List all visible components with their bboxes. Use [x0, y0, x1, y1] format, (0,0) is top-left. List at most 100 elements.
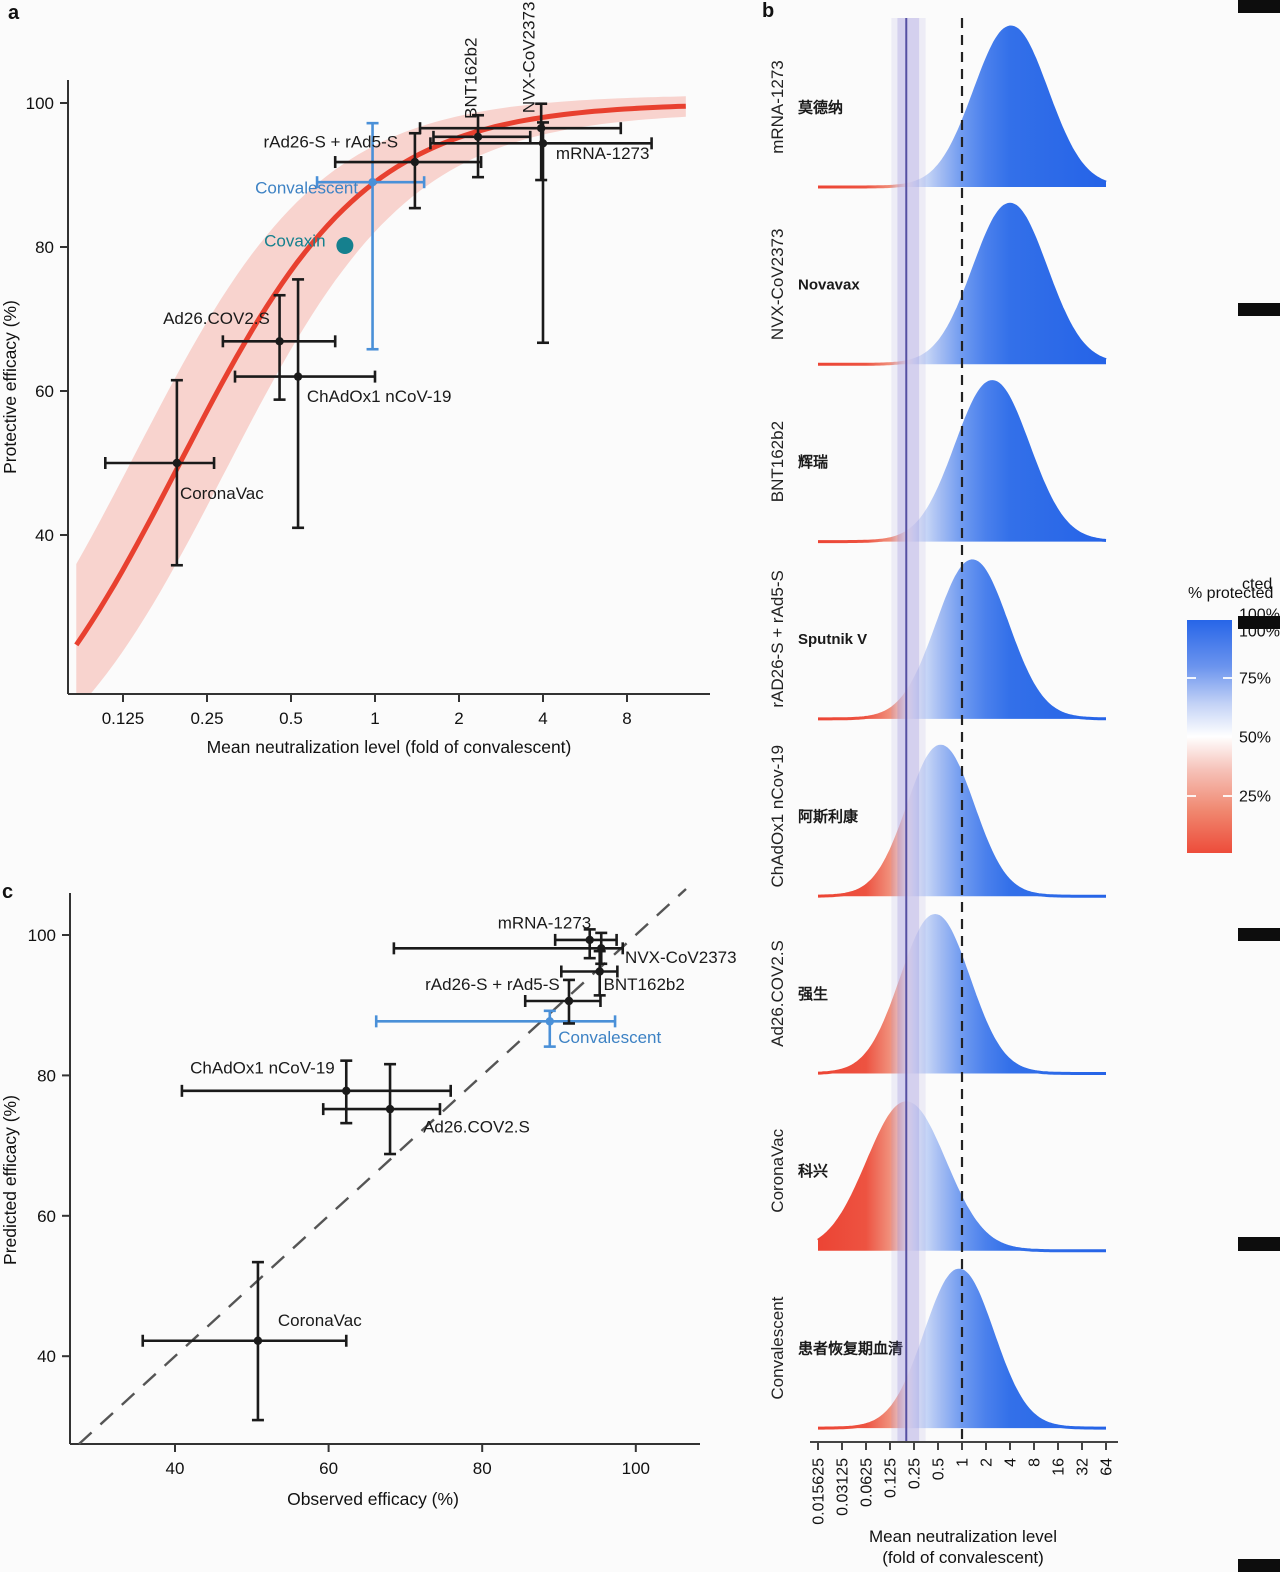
- x-tick-c-100: 100: [622, 1459, 650, 1478]
- redaction-bar-4: [1238, 1237, 1280, 1251]
- redaction-bar-5: [1238, 1559, 1280, 1572]
- point-rad26-s-rad5-s-c: rAd26-S + rAd5-S: [425, 975, 602, 1025]
- point-chadox1-ncov-19-c: ChAdOx1 nCoV-19: [180, 1058, 453, 1125]
- legend-tick-2: 75%: [1239, 671, 1271, 688]
- redaction-bar-1: [1238, 303, 1280, 316]
- row-label-zh-rad26-s-rad5-s: Sputnik V: [798, 631, 867, 648]
- ridge-chadox1-ncov-19: ChAdOx1 nCov-19 阿斯利康: [768, 744, 1106, 898]
- ridge-area-mrna-1273: [818, 27, 1106, 187]
- x-tick-c-40: 40: [166, 1459, 185, 1478]
- marker-coronavac: [172, 458, 182, 468]
- label-rad26-s-rad5-s: rAd26-S + rAd5-S: [263, 133, 398, 152]
- redaction-bar-0: [1238, 0, 1280, 13]
- label-convalescent: Convalescent: [255, 179, 358, 198]
- marker-rad26-s-rad5-s: [410, 157, 420, 167]
- y-tick-a-40: 40: [35, 526, 54, 545]
- y-axis-title-a: Protective efficacy (%): [0, 300, 20, 474]
- x-axis-title-a: Mean neutralization level (fold of conva…: [207, 737, 572, 757]
- x-tick-b-2: 2: [979, 1458, 996, 1467]
- row-label-zh-convalescent: 患者恢复期血清: [798, 1339, 903, 1357]
- point-mrna-1273-a: mRNA-1273: [429, 121, 653, 345]
- point-ad26-cov2-s-c: Ad26.COV2.S: [321, 1062, 530, 1156]
- point-bnt162b2-a: BNT162b2: [432, 38, 532, 179]
- ridge-area-coronavac: [818, 1102, 1106, 1251]
- row-label-zh-mrna-1273: 莫德纳: [798, 98, 843, 116]
- x-tick-b-32: 32: [1075, 1458, 1092, 1476]
- marker-bnt162b2: [595, 967, 604, 976]
- point-mrna-1273-c: mRNA-1273: [498, 914, 618, 960]
- y-tick-c-40: 40: [37, 1347, 56, 1366]
- marker-nvx-cov2373: [597, 944, 606, 953]
- point-nvx-cov2373-a: NVX-CoV2373: [418, 2, 623, 182]
- label-coronavac: CoronaVac: [180, 484, 264, 503]
- legend-tick-4: 25%: [1239, 789, 1271, 806]
- x-tick-b-0.25: 0.25: [907, 1458, 924, 1489]
- identity-line: [78, 888, 687, 1445]
- label-rad26-s-rad5-s: rAd26-S + rAd5-S: [425, 975, 560, 994]
- x-tick-b-0.0625: 0.0625: [859, 1458, 876, 1507]
- point-ad26-cov2-s-a: Ad26.COV2.S: [163, 293, 337, 401]
- row-label-zh-nvx-cov2373: Novavax: [798, 277, 860, 294]
- x-tick-a-0.25: 0.25: [190, 709, 223, 728]
- row-label-coronavac: CoronaVac: [768, 1128, 787, 1212]
- point-chadox1-ncov-19-a: ChAdOx1 nCoV-19: [233, 278, 451, 530]
- x-tick-b-0.03125: 0.03125: [835, 1458, 852, 1516]
- row-label-mrna-1273: mRNA-1273: [768, 60, 787, 154]
- x-tick-b-1: 1: [955, 1458, 972, 1467]
- label-convalescent: Convalescent: [558, 1028, 661, 1047]
- legend-title-echo: cted: [1242, 576, 1272, 593]
- row-label-ad26-cov2-s: Ad26.COV2.S: [768, 940, 787, 1047]
- row-label-bnt162b2: BNT162b2: [768, 421, 787, 502]
- x-tick-a-0.5: 0.5: [279, 709, 303, 728]
- row-label-rad26-s-rad5-s: rAD26-S + rAd5-S: [768, 570, 787, 707]
- x-tick-a-0.125: 0.125: [102, 709, 145, 728]
- threshold-band: [897, 18, 920, 1442]
- point-rad26-s-rad5-s-a: rAd26-S + rAd5-S: [263, 131, 483, 210]
- label-mrna-1273: mRNA-1273: [498, 914, 592, 933]
- row-label-zh-bnt162b2: 辉瑞: [798, 453, 828, 471]
- legend-tick-3: 50%: [1239, 730, 1271, 747]
- x-tick-c-60: 60: [319, 1459, 338, 1478]
- panel-a-efficacy-vs-neutralization: 100 80 60 40 0.125 0.25 0.5 1 2 4 8 Mean neutraliza…: [0, 2, 710, 757]
- row-label-nvx-cov2373: NVX-CoV2373: [768, 229, 787, 341]
- ridge-mrna-1273: mRNA-1273 莫德纳: [768, 25, 1107, 189]
- x-tick-b-0.125: 0.125: [883, 1458, 900, 1498]
- marker-convalescent: [545, 1017, 554, 1026]
- row-label-zh-coronavac: 科兴: [798, 1162, 828, 1180]
- y-tick-c-80: 80: [37, 1066, 56, 1085]
- label-ad26-cov2-s: Ad26.COV2.S: [423, 1117, 530, 1136]
- point-covaxin-a: Covaxin: [264, 231, 354, 255]
- threshold-band-wide: [891, 18, 926, 1442]
- row-label-zh-ad26-cov2-s: 强生: [798, 985, 828, 1003]
- panel-b-ridgeline-distributions: mRNA-1273 莫德纳 NVX-CoV2373 Novavax BNT162b2 辉瑞…: [768, 0, 1280, 1572]
- y-tick-c-100: 100: [28, 926, 56, 945]
- ridge-area-nvx-cov2373: [818, 204, 1106, 365]
- marker-rad26-s-rad5-s: [564, 996, 574, 1006]
- legend-title: % protected: [1188, 585, 1273, 602]
- x-tick-b-0.015625: 0.015625: [811, 1458, 828, 1525]
- label-covaxin: Covaxin: [264, 231, 325, 250]
- x-axis-title-c: Observed efficacy (%): [287, 1489, 459, 1509]
- ridge-ad26-cov2-s: Ad26.COV2.S 强生: [768, 913, 1106, 1075]
- x-tick-b-4: 4: [1003, 1458, 1020, 1467]
- x-tick-b-8: 8: [1027, 1458, 1044, 1467]
- ridge-bnt162b2: BNT162b2 辉瑞: [768, 380, 1107, 544]
- label-coronavac: CoronaVac: [278, 1311, 362, 1330]
- x-tick-a-4: 4: [538, 709, 547, 728]
- marker-chadox1-ncov-19: [293, 372, 303, 381]
- x-tick-b-16: 16: [1051, 1458, 1068, 1476]
- ridge-rad26-s-rad5-s: rAD26-S + rAd5-S Sputnik V: [768, 559, 1106, 721]
- y-tick-a-100: 100: [26, 94, 54, 113]
- x-axis-title-b-line1: Mean neutralization level: [869, 1527, 1057, 1546]
- redaction-bar-2: [1238, 616, 1280, 629]
- point-coronavac-a: CoronaVac: [103, 378, 264, 567]
- marker-coronavac: [253, 1336, 263, 1345]
- y-tick-c-60: 60: [37, 1207, 56, 1226]
- label-ad26-cov2-s: Ad26.COV2.S: [163, 309, 270, 328]
- marker-ad26-cov2-s: [385, 1104, 395, 1114]
- row-label-zh-chadox1-ncov-19: 阿斯利康: [798, 807, 859, 825]
- marker-mrna-1273: [538, 139, 548, 148]
- label-nvx-cov2373: NVX-CoV2373: [625, 948, 737, 967]
- ridge-convalescent: Convalescent 患者恢复期血清: [768, 1268, 1106, 1430]
